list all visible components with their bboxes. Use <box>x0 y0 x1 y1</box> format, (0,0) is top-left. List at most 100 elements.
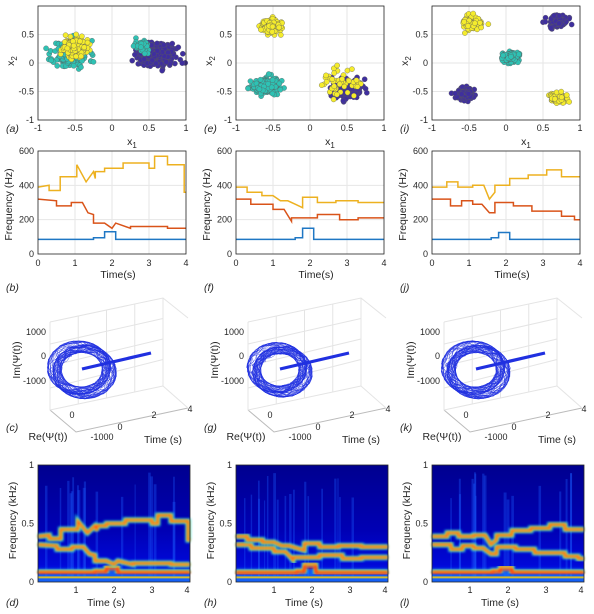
cluster-1-point <box>556 12 563 19</box>
cluster-0-point <box>54 63 60 69</box>
x-tick-label: -1 <box>232 123 240 133</box>
cluster-0-point <box>485 21 492 27</box>
panel-label: (e) <box>204 123 217 135</box>
cluster-2-point <box>516 51 522 58</box>
box-edge <box>247 385 362 411</box>
cluster-3-point <box>346 78 352 84</box>
cluster-2-point <box>361 76 368 83</box>
x-tick-label: 1 <box>73 585 78 595</box>
cluster-0-point <box>478 24 484 31</box>
spectral-ridge <box>432 568 584 575</box>
cluster-3-point <box>452 90 458 97</box>
x-tick-label: 2 <box>503 258 508 268</box>
y-axis-label: x2 <box>203 56 217 66</box>
cluster-3-point <box>353 77 360 83</box>
trajectory3d-panel-g: 1000 0 -1000 0 -1000 0 2 4 Im(Ψ(t)) Re(Ψ(t)) Time … <box>204 297 391 446</box>
x-axis-label-main: x <box>127 136 133 148</box>
cluster-3-point <box>141 50 148 57</box>
x-tick-label: 1 <box>72 258 77 268</box>
frequency-line-2 <box>37 155 186 193</box>
cluster-3-point <box>324 79 330 85</box>
y-tick-label: 0 <box>29 58 34 68</box>
cluster-1-point <box>542 18 549 25</box>
cluster-3-point <box>334 91 340 98</box>
cluster-1-point <box>265 81 271 87</box>
cluster-3-point <box>465 91 472 97</box>
z-tick-label: 0 <box>41 351 46 361</box>
panel-label: (c) <box>6 422 18 434</box>
cluster-2-point <box>160 42 167 48</box>
x-axis-label-sub: 1 <box>526 141 531 150</box>
y-tick-label: -0.5 <box>216 87 232 97</box>
cluster-0-point <box>465 23 471 29</box>
trajectory3d-panel-c: 1000 0 -1000 0 -1000 0 2 4 Im(Ψ(t)) Re(Ψ(t)) Time … <box>6 297 193 446</box>
y-axis-label-sub: 2 <box>208 56 217 61</box>
x-tick-label: -0.5 <box>67 123 83 133</box>
time-tick-label: 4 <box>187 404 192 414</box>
panel-label: (h) <box>204 597 217 609</box>
box-edge <box>162 385 189 409</box>
y-axis-label-sub: 2 <box>404 56 413 61</box>
x-tick-label: 1 <box>183 123 188 133</box>
x-tick-label: 4 <box>578 585 583 595</box>
cluster-0-point <box>90 59 97 65</box>
cluster-3-point <box>336 81 343 88</box>
cluster-1-point <box>256 86 263 93</box>
z-tick-label: -1000 <box>23 376 46 386</box>
cluster-3-point <box>323 72 329 79</box>
axes-box <box>431 464 585 583</box>
cluster-1-point <box>269 90 276 97</box>
y-tick-label: 0.5 <box>219 519 232 529</box>
y-tick-label: 0.5 <box>415 519 428 529</box>
time-tick-label: 0 <box>117 422 122 432</box>
x-tick-label: 2 <box>109 258 114 268</box>
time-tick-label: 0 <box>315 422 320 432</box>
y-tick-label: 0 <box>227 249 232 259</box>
x-tick-label: -0.5 <box>265 123 281 133</box>
cluster-1-point <box>269 77 276 83</box>
spiral-trajectory <box>440 340 511 400</box>
cluster-2-point <box>175 44 182 51</box>
cluster-1-point <box>81 44 88 51</box>
re-axis-label: Re(Ψ(t)) <box>226 431 265 443</box>
x-tick-label: -1 <box>428 123 436 133</box>
re-tick-label: -1000 <box>484 432 507 442</box>
cluster-1-point <box>64 45 71 52</box>
y-tick-label: 0 <box>227 577 232 587</box>
y-tick-label: 0.5 <box>21 30 34 40</box>
cluster-3-point <box>339 76 345 82</box>
x-tick-label: 0 <box>35 258 40 268</box>
x-tick-label: 0 <box>233 258 238 268</box>
y-tick-label: 0 <box>423 58 428 68</box>
cluster-1-point <box>265 71 272 77</box>
y-axis-label: Frequency (Hz) <box>201 168 213 240</box>
cluster-3-point <box>334 62 340 69</box>
cluster-0-point <box>269 29 276 35</box>
panel-label: (d) <box>6 597 19 609</box>
time-tick-label: 2 <box>349 410 354 420</box>
axes-box <box>431 5 581 121</box>
cluster-1-point <box>551 12 557 19</box>
y-tick-label: 0.5 <box>219 30 232 40</box>
y-axis-label: x2 <box>399 56 413 66</box>
cluster-1-point <box>73 31 79 38</box>
x-tick-label: 3 <box>146 258 151 268</box>
cluster-1-point <box>70 42 77 49</box>
y-axis-label: Frequency (Hz) <box>397 168 409 240</box>
spectral-ridge <box>432 543 584 560</box>
x-tick-label: 2 <box>307 258 312 268</box>
x-tick-label: 1 <box>577 123 582 133</box>
cluster-3-point <box>351 92 357 99</box>
frequency-line-1 <box>432 198 580 221</box>
cluster-2-point <box>179 60 186 66</box>
cluster-1-point <box>77 38 83 45</box>
y-tick-label: 200 <box>413 215 428 225</box>
cluster-2-point <box>163 59 170 65</box>
spiral-trajectory <box>46 340 117 400</box>
cluster-0-point <box>70 63 77 69</box>
re-axis-label: Re(Ψ(t)) <box>28 431 67 443</box>
x-axis-label: Time(s) <box>298 269 333 281</box>
